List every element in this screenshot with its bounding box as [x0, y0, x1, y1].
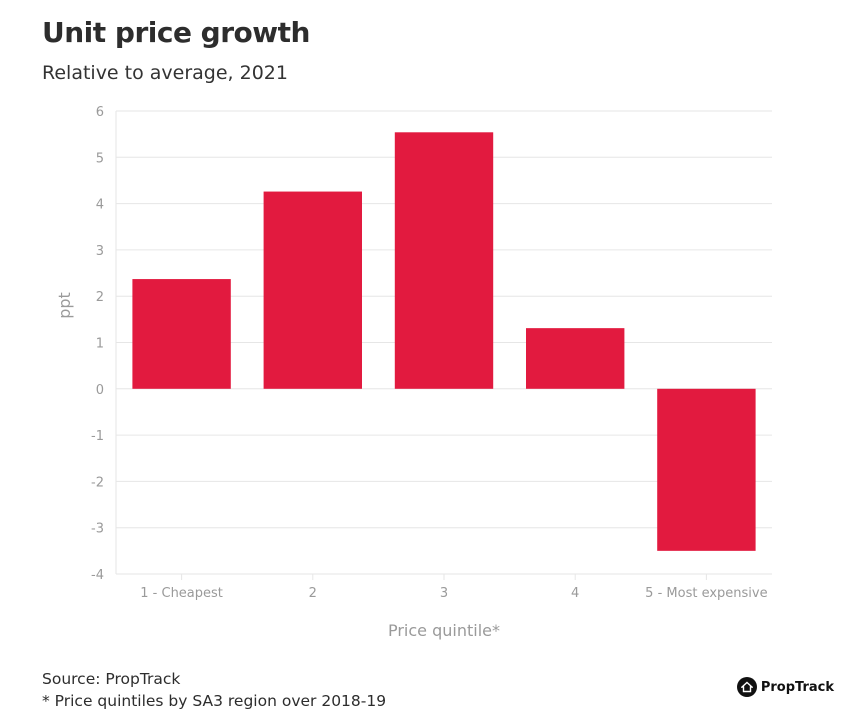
chart-subtitle: Relative to average, 2021: [42, 62, 288, 84]
x-tick-label: 4: [571, 586, 579, 601]
y-tick-label: 3: [96, 244, 104, 259]
bar: [526, 328, 625, 389]
y-tick-label: 2: [96, 290, 104, 305]
y-tick-label: -4: [91, 568, 104, 583]
y-tick-label: -1: [91, 429, 104, 444]
x-tick-label: 1 - Cheapest: [140, 586, 223, 601]
bar: [132, 279, 231, 389]
brand-name: PropTrack: [760, 679, 834, 695]
x-tick-label: 5 - Most expensive: [645, 586, 767, 601]
x-tick-label: 3: [440, 586, 448, 601]
bar: [263, 191, 362, 389]
brand-logo: PropTrack: [736, 677, 834, 697]
y-tick-label: -3: [91, 522, 104, 537]
bar: [394, 132, 494, 389]
y-tick-label: 5: [96, 151, 104, 166]
y-tick-label: 0: [96, 383, 104, 398]
house-icon: [736, 677, 757, 697]
y-tick-label: 6: [96, 105, 104, 120]
x-axis-title: Price quintile*: [388, 621, 500, 640]
x-tick-label: 2: [309, 586, 317, 601]
y-axis-title: ppt: [55, 292, 74, 319]
footnote: * Price quintiles by SA3 region over 201…: [42, 692, 387, 710]
y-tick-label: 4: [96, 198, 104, 213]
bar-chart: 6 5 4 3 2 1 0 -1 -2 -3 -4 1 - Cheapest 2 3 4 5 - Most e…: [55, 105, 772, 640]
bar: [657, 388, 756, 551]
y-tick-label: 1: [96, 337, 104, 352]
y-tick-label: -2: [91, 475, 104, 490]
source-note: Source: PropTrack: [42, 670, 181, 688]
chart-title: Unit price growth: [42, 16, 310, 49]
